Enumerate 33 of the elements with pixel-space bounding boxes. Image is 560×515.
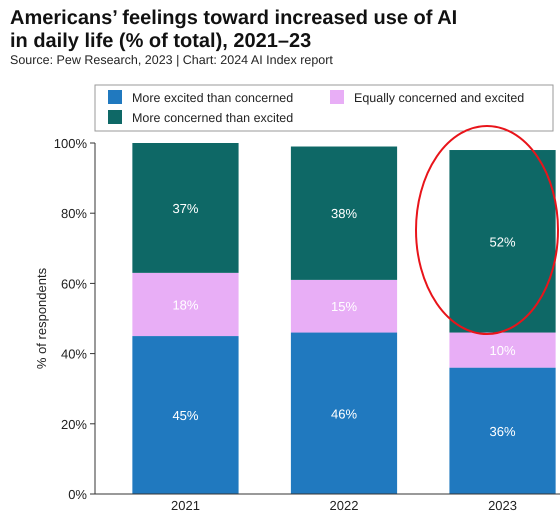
bar <box>449 368 556 494</box>
y-tick-label: 80% <box>60 206 88 222</box>
legend-label: Equally concerned and excited <box>354 91 524 105</box>
legend-label: More concerned than excited <box>132 111 294 125</box>
bar <box>290 280 398 333</box>
data-label: 45% <box>172 408 199 424</box>
y-axis-title: % of respondents <box>34 267 49 370</box>
y-tick-label: 0% <box>68 487 88 502</box>
y-tick-label: 100% <box>54 136 88 151</box>
bar <box>132 272 239 336</box>
bar <box>132 143 239 273</box>
data-label: 36% <box>490 424 516 439</box>
chart-title: Americans’ feelings toward increased use of AI in daily life (% of total), 2021–23 <box>10 7 458 52</box>
y-tick-label: 60% <box>60 276 88 292</box>
bar <box>449 332 556 368</box>
x-tick-label: 2023 <box>488 498 517 513</box>
data-label: 46% <box>330 406 358 422</box>
data-label: 10% <box>490 343 516 358</box>
bar <box>132 336 239 494</box>
data-label: 18% <box>172 297 199 312</box>
bar <box>290 146 398 280</box>
y-tick-label: 40% <box>60 346 88 362</box>
bar <box>290 332 398 494</box>
legend-label: More excited than concerned <box>132 91 294 105</box>
chart-subtitle: Source: Pew Research, 2023 | Chart: 2024 AI Index report <box>10 53 334 67</box>
data-label: 15% <box>330 299 358 314</box>
x-tick-label: 2022 <box>330 498 358 513</box>
x-tick-label: 2021 <box>171 498 200 513</box>
data-label: 38% <box>330 206 358 222</box>
data-label: 52% <box>490 234 516 250</box>
data-label: 37% <box>172 200 199 216</box>
y-tick-label: 20% <box>60 416 88 432</box>
bar <box>449 150 556 333</box>
